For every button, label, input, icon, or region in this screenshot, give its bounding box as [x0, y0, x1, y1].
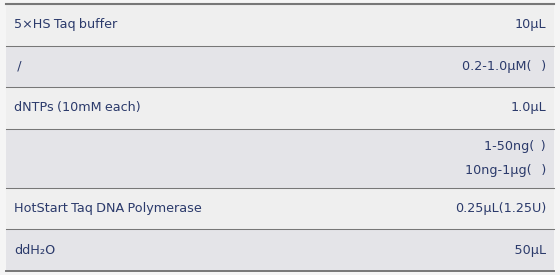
Bar: [6, 46, 554, 87]
Text: 上/下游引物: 上/下游引物: [14, 60, 35, 73]
Bar: [6, 188, 554, 229]
Text: 0.2-1.0μM(终浓度): 0.2-1.0μM(终浓度): [462, 60, 546, 73]
Text: HotStart Taq DNA Polymerase: HotStart Taq DNA Polymerase: [14, 202, 202, 215]
Text: 1.0μL: 1.0μL: [510, 101, 546, 114]
Bar: [6, 229, 554, 271]
Bar: [6, 129, 554, 188]
Text: 10μL: 10μL: [515, 18, 546, 31]
Text: 至 50μL: 至 50μL: [508, 244, 546, 257]
Text: dNTPs (10mM each): dNTPs (10mM each): [14, 101, 141, 114]
Text: 模板: 模板: [14, 152, 21, 165]
Text: 10ng-1μg(基因组): 10ng-1μg(基因组): [465, 164, 546, 177]
Text: 0.25μL(1.25U): 0.25μL(1.25U): [455, 202, 546, 215]
Text: 5×HS Taq buffer: 5×HS Taq buffer: [14, 18, 117, 31]
Text: ddH₂O: ddH₂O: [14, 244, 55, 257]
Text: 1-50ng(质粒): 1-50ng(质粒): [484, 140, 546, 153]
Bar: [6, 87, 554, 129]
Bar: [6, 4, 554, 46]
